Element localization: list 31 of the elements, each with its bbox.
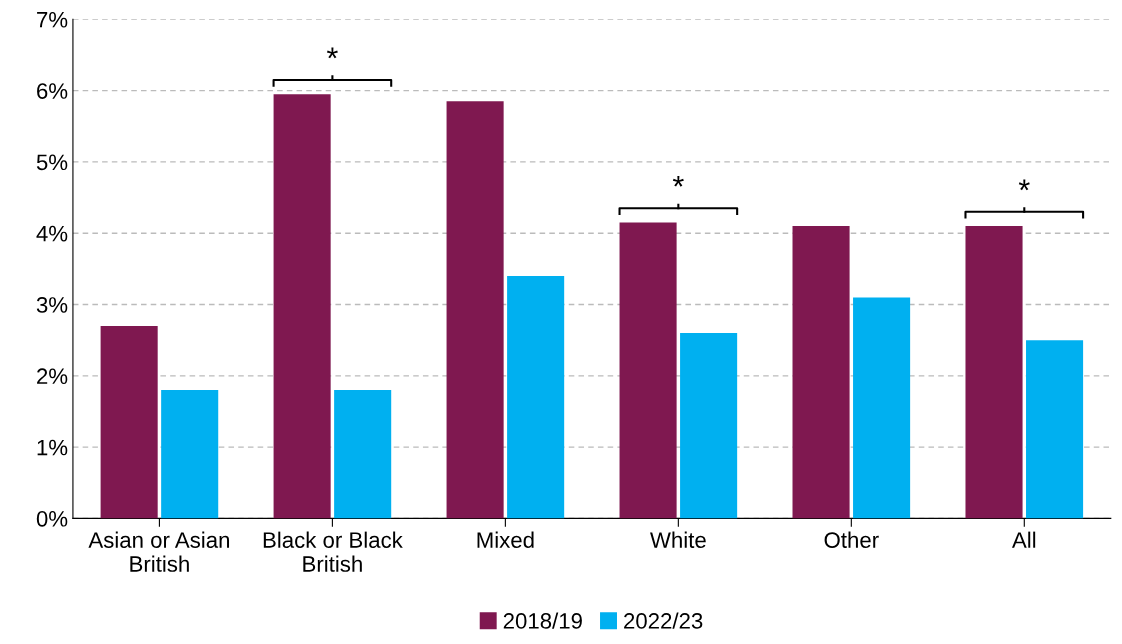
y-tick-label: 3% xyxy=(36,297,68,313)
y-tick-label: 5% xyxy=(36,154,68,171)
x-tick-label: White xyxy=(650,531,706,548)
bar xyxy=(1026,340,1084,519)
y-tick-label: 1% xyxy=(37,439,68,456)
bar xyxy=(965,226,1023,519)
y-tick-label: 4% xyxy=(36,225,68,242)
annotation: * xyxy=(326,47,338,59)
x-tick-label: All xyxy=(1011,531,1036,548)
annotation: * xyxy=(1018,179,1030,191)
legend-label: 2018/19 xyxy=(503,612,582,629)
x-tick-label: Other xyxy=(824,531,879,548)
y-tick-label: 0% xyxy=(36,510,68,527)
annotation: * xyxy=(672,175,684,187)
bar xyxy=(446,101,504,519)
y-tick-label: 7% xyxy=(37,11,68,28)
legend-label: 2022/23 xyxy=(624,612,703,629)
bar xyxy=(853,297,911,519)
bar xyxy=(619,222,677,519)
bar xyxy=(507,276,565,519)
x-tick-label: Black or Black British xyxy=(263,531,403,572)
y-tick-label: 6% xyxy=(37,83,68,99)
bar xyxy=(161,390,219,519)
x-tick-label: Asian or Asian British xyxy=(88,531,230,572)
y-tick-label: 2% xyxy=(37,368,68,384)
bar xyxy=(792,226,850,519)
bar xyxy=(334,390,392,519)
bar xyxy=(680,333,738,519)
bar xyxy=(273,94,331,519)
bar xyxy=(100,325,158,519)
x-tick-label: Mixed xyxy=(477,531,534,548)
